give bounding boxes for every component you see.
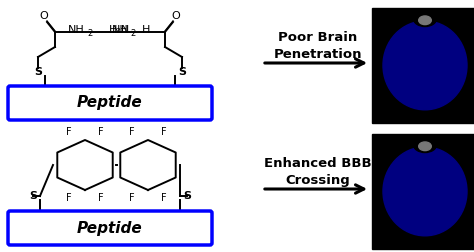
Text: F: F — [66, 127, 72, 137]
Text: S: S — [29, 191, 37, 201]
Ellipse shape — [400, 39, 450, 92]
Text: O: O — [172, 11, 181, 21]
Ellipse shape — [419, 142, 431, 151]
Ellipse shape — [419, 16, 431, 25]
Text: O: O — [40, 11, 48, 21]
Text: H₂N: H₂N — [109, 25, 130, 35]
Ellipse shape — [422, 62, 428, 69]
Text: Enhanced BBB
Crossing: Enhanced BBB Crossing — [264, 157, 372, 187]
Ellipse shape — [420, 186, 430, 197]
Bar — [373, 8, 474, 123]
Text: F: F — [161, 193, 167, 203]
FancyBboxPatch shape — [8, 211, 212, 245]
Ellipse shape — [393, 158, 456, 225]
Text: F: F — [66, 193, 72, 203]
Text: NH: NH — [68, 25, 85, 35]
Text: F: F — [98, 193, 104, 203]
Ellipse shape — [412, 52, 438, 79]
Text: 2: 2 — [130, 29, 135, 39]
Text: S: S — [183, 191, 191, 201]
Text: F: F — [161, 127, 167, 137]
Ellipse shape — [422, 189, 428, 194]
Ellipse shape — [406, 45, 444, 85]
Ellipse shape — [410, 176, 439, 206]
Text: Peptide: Peptide — [77, 96, 143, 110]
Ellipse shape — [419, 59, 431, 72]
Ellipse shape — [383, 21, 467, 110]
Text: NH: NH — [111, 25, 128, 35]
Ellipse shape — [400, 165, 450, 218]
Text: 2: 2 — [87, 29, 92, 39]
Ellipse shape — [388, 26, 462, 105]
Text: F: F — [98, 127, 104, 137]
Bar — [373, 134, 474, 249]
Ellipse shape — [416, 182, 434, 201]
Text: F: F — [129, 193, 135, 203]
Text: H: H — [142, 25, 150, 35]
Text: S: S — [34, 67, 42, 77]
Ellipse shape — [393, 32, 456, 99]
Ellipse shape — [383, 147, 467, 236]
Ellipse shape — [413, 11, 437, 26]
Text: F: F — [129, 127, 135, 137]
Text: Poor Brain
Penetration: Poor Brain Penetration — [274, 31, 362, 61]
Ellipse shape — [406, 171, 444, 212]
FancyBboxPatch shape — [8, 86, 212, 120]
Ellipse shape — [388, 152, 462, 231]
Ellipse shape — [413, 137, 437, 152]
Text: S: S — [178, 67, 186, 77]
Text: Peptide: Peptide — [77, 220, 143, 236]
